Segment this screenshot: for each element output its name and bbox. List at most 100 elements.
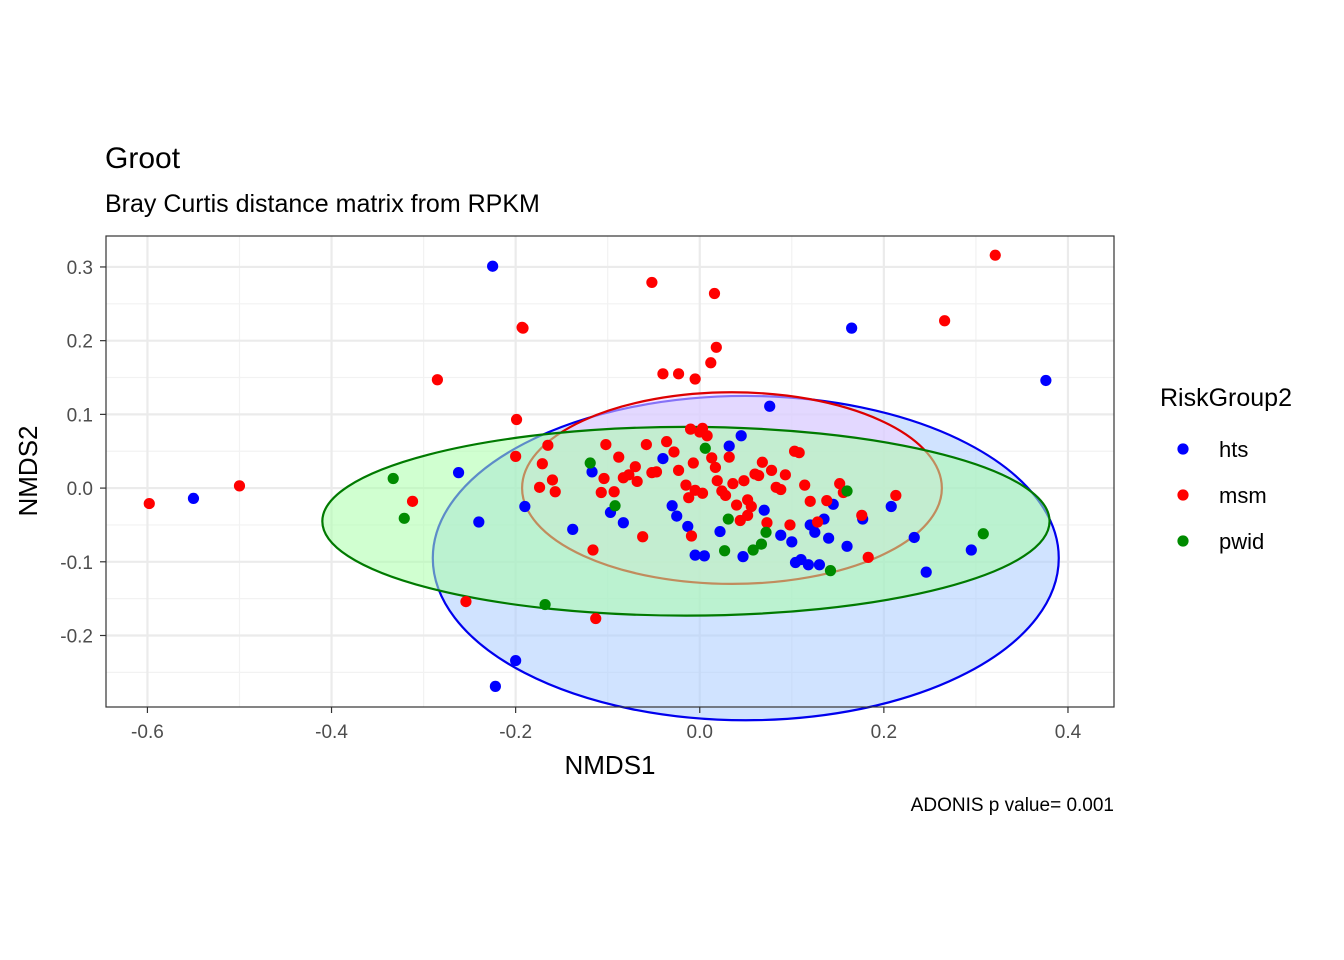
msm-point [590,612,602,625]
pwid-point [699,442,711,454]
hts-point [758,504,770,516]
msm-point [680,479,692,491]
pwid-point [539,598,551,611]
msm-point [687,457,699,469]
hts-point [489,680,501,692]
hts-point [1040,374,1052,387]
msm-point [640,438,652,451]
hts-point [519,500,531,513]
msm-point [431,374,443,386]
msm-point [799,479,811,491]
hts-point [698,550,710,562]
msm-point [406,495,419,507]
msm-point [821,495,833,507]
msm-point [862,551,874,563]
legend-label-pwid: pwid [1219,529,1264,554]
hts-point [510,654,522,667]
y-tick-label: 0.1 [67,405,93,426]
msm-point [685,530,698,542]
msm-point [775,483,787,496]
x-tick-label: -0.6 [131,722,164,743]
msm-point [696,422,709,434]
msm-point [834,478,846,490]
msm-point [536,458,548,470]
msm-point [549,486,561,498]
pwid-point [841,485,853,497]
msm-point [672,368,685,380]
hts-point [908,531,920,544]
legend-title: RiskGroup2 [1160,384,1292,412]
msm-point [793,447,805,459]
hts-point [965,544,977,556]
hts-point [671,510,683,522]
legend-label-msm: msm [1219,483,1267,508]
msm-point [629,461,641,473]
hts-point [802,559,814,571]
x-axis-label: NMDS1 [564,750,655,780]
legend-key-pwid [1177,535,1189,547]
hts-point [775,529,787,541]
x-tick-label: 0.2 [871,722,897,743]
hts-point [885,500,897,513]
msm-point [646,276,658,289]
hts-point [809,526,821,538]
hts-point [452,467,465,479]
msm-point [613,451,625,463]
hts-point [823,532,835,544]
msm-point [727,478,739,490]
msm-point [542,439,554,451]
hts-point [473,516,485,528]
msm-point [784,519,796,531]
hts-point [723,440,735,452]
legend-key-msm [1177,489,1189,501]
y-tick-label: -0.2 [60,627,93,648]
msm-point [668,446,680,458]
hts-point [487,260,499,272]
chart-title: Groot [105,142,181,175]
pwid-point [719,545,731,557]
msm-point [890,489,902,502]
msm-point [761,517,773,529]
legend-items: hts msm pwid [1177,437,1267,554]
hts-point [786,536,798,548]
x-axis-ticks: -0.6 -0.4 -0.2 0.0 0.2 0.4 [131,707,1082,743]
msm-point [460,595,472,608]
msm-point [709,461,722,474]
hts-point [187,492,200,505]
legend-key-hts [1177,443,1189,455]
msm-point [623,469,635,481]
x-tick-label: -0.2 [499,722,532,743]
msm-point [705,357,717,369]
hts-point [657,453,669,465]
hts-point [567,523,579,535]
msm-point [804,495,816,507]
msm-point [730,499,743,511]
y-tick-label: 0.3 [67,258,93,279]
msm-point [233,480,246,492]
msm-point [708,287,721,300]
msm-point [510,450,522,462]
msm-point [600,438,612,451]
msm-point [719,489,732,502]
msm-point [811,516,824,528]
pwid-point [760,526,772,538]
msm-point [779,469,791,481]
msm-point [661,436,673,448]
hts-point [764,400,776,412]
msm-point [546,474,559,486]
hts-point [666,500,678,512]
x-tick-label: 0.0 [687,722,713,743]
msm-point [608,486,620,498]
msm-point [684,423,697,435]
panel-border [105,235,1115,708]
msm-point [756,456,768,468]
msm-point [856,509,868,521]
hts-point [841,540,853,552]
msm-point [650,466,663,478]
hts-point [846,322,858,334]
y-axis-ticks: -0.2 -0.1 0.0 0.1 0.2 0.3 [60,258,106,648]
hts-point [737,551,749,563]
msm-point [706,452,718,464]
pwid-point [584,457,596,469]
